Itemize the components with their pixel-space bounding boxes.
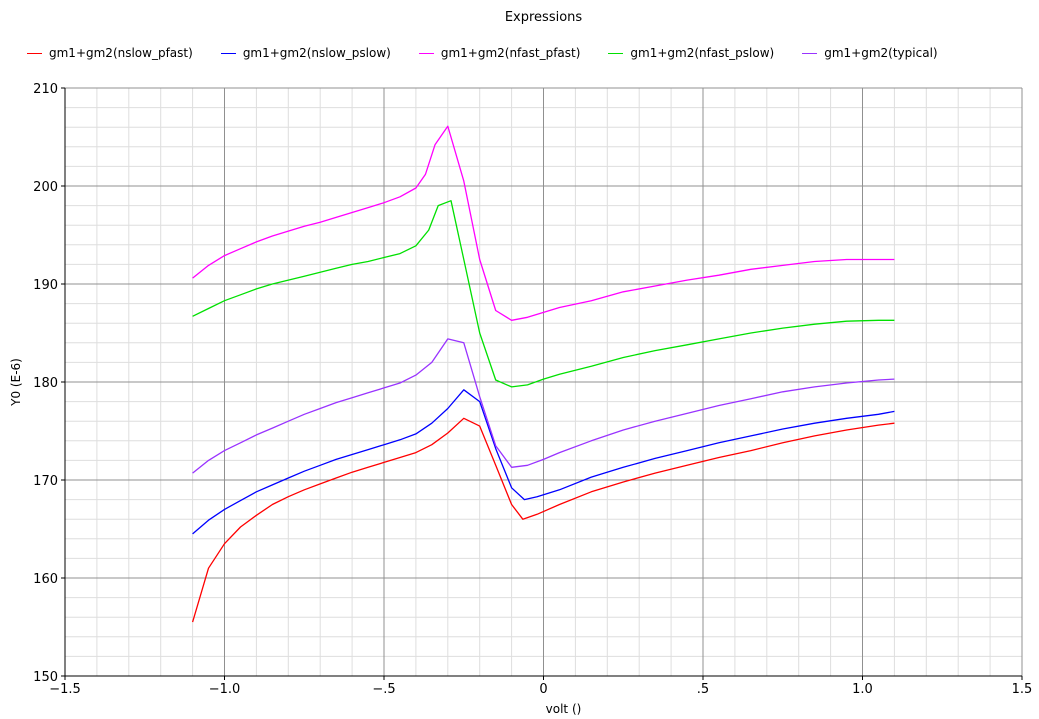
legend-label: gm1+gm2(nfast_pfast): [440, 46, 581, 60]
legend: gm1+gm2(nslow_pfast) gm1+gm2(nslow_pslow)…: [27, 45, 966, 61]
x-tick-label: 0: [539, 682, 547, 697]
legend-item: gm1+gm2(nfast_pslow): [608, 46, 774, 60]
x-tick-label: −1.0: [209, 682, 241, 697]
legend-item: gm1+gm2(nslow_pslow): [220, 46, 391, 60]
legend-label: gm1+gm2(typical): [824, 46, 938, 60]
legend-swatch: [220, 52, 236, 54]
series-line-2: [192, 389, 895, 535]
y-tick-label: 210: [33, 82, 58, 97]
x-axis-title: volt (): [546, 702, 582, 716]
y-tick-label: 160: [33, 572, 58, 587]
series-line-3: [192, 125, 895, 321]
series-line-1: [191, 417, 895, 623]
legend-label: gm1+gm2(nslow_pfast): [49, 46, 193, 60]
legend-label: gm1+gm2(nfast_pslow): [630, 46, 775, 60]
x-tick-label: −.5: [372, 682, 395, 697]
y-axis-title: Y0 (E-6): [9, 358, 23, 407]
y-tick-label: 150: [33, 670, 58, 685]
x-tick-label: −1.5: [49, 682, 81, 697]
x-tick-label: 1.0: [852, 682, 873, 697]
legend-item: gm1+gm2(nfast_pfast): [418, 46, 581, 60]
legend-swatch: [608, 52, 624, 54]
legend-swatch: [802, 52, 818, 54]
legend-item: gm1+gm2(nslow_pfast): [27, 46, 193, 60]
legend-swatch: [27, 52, 42, 54]
y-tick-label: 170: [33, 474, 58, 489]
legend-label: gm1+gm2(nslow_pslow): [242, 46, 391, 60]
chart-title: Expressions: [504, 10, 583, 25]
legend-item: gm1+gm2(typical): [802, 46, 938, 60]
series-line-4: [192, 200, 895, 388]
series-line-5: [192, 338, 895, 474]
y-tick-label: 200: [33, 180, 58, 195]
y-tick-label: 180: [33, 376, 58, 391]
y-tick-label: 190: [33, 278, 58, 293]
x-tick-label: 1.5: [1012, 682, 1033, 697]
legend-swatch: [418, 52, 434, 54]
x-tick-label: .5: [697, 682, 709, 697]
